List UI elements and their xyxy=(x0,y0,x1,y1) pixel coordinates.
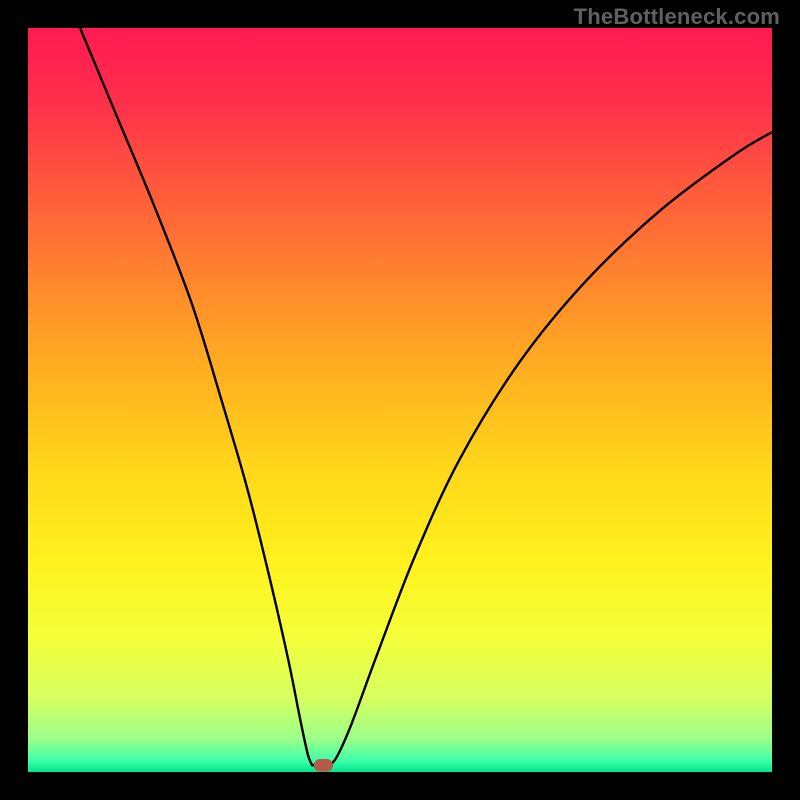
bottleneck-chart xyxy=(0,0,800,800)
chart-stage: TheBottleneck.com xyxy=(0,0,800,800)
optimum-marker xyxy=(314,759,333,772)
watermark-text: TheBottleneck.com xyxy=(574,4,780,30)
gradient-background xyxy=(28,28,772,772)
